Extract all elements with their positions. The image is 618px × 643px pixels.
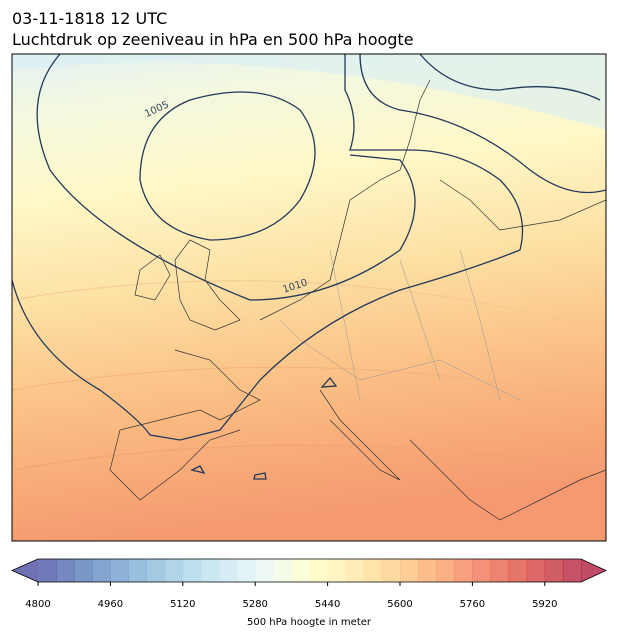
colorbar-label: 500 hPa hoogte in meter <box>247 617 372 628</box>
colorbar: 4800 4960 5120 5280 5440 5600 5760 5920 <box>11 558 607 610</box>
colorbar-band <box>381 559 401 582</box>
colorbar-band <box>128 559 148 582</box>
colorbar-extend-low <box>12 559 38 582</box>
colorbar-band <box>273 559 292 582</box>
colorbar-tick-label: 5440 <box>315 599 340 610</box>
colorbar-tick-label: 4960 <box>98 599 123 610</box>
colorbar-band <box>508 559 528 582</box>
colorbar-band <box>146 559 166 582</box>
colorbar-tick-label: 5120 <box>170 599 195 610</box>
colorbar-band <box>418 559 437 582</box>
colorbar-band <box>237 559 256 582</box>
colorbar-band <box>255 559 274 582</box>
colorbar-band <box>56 559 75 582</box>
colorbar-band <box>219 559 238 582</box>
colorbar-tick-label: 4800 <box>25 599 50 610</box>
map: 1005 1010 <box>12 54 606 541</box>
colorbar-band <box>327 559 347 582</box>
map-frame <box>11 53 607 542</box>
colorbar-band <box>182 559 202 582</box>
map-subtitle: Luchtdruk op zeeniveau in hPa en 500 hPa… <box>12 30 414 49</box>
colorbar-outline <box>11 558 607 583</box>
colorbar-band <box>400 559 419 582</box>
colorbar-band <box>526 559 546 582</box>
colorbar-band <box>38 559 57 582</box>
colorbar-band <box>472 559 491 582</box>
colorbar-tick-label: 5280 <box>242 599 267 610</box>
colorbar-extend-high <box>581 559 606 582</box>
colorbar-band <box>200 559 220 582</box>
colorbar-band <box>74 559 93 582</box>
colorbar-band <box>164 559 184 582</box>
colorbar-band <box>110 559 129 582</box>
colorbar-tick-label: 5760 <box>460 599 485 610</box>
colorbar-band <box>92 559 111 582</box>
colorbar-band <box>291 559 310 582</box>
colorbar-band <box>454 559 473 582</box>
colorbar-tick-label: 5920 <box>532 599 557 610</box>
colorbar-band <box>309 559 329 582</box>
map-title: 03-11-1818 12 UTC <box>12 9 167 28</box>
colorbar-band <box>562 559 582 582</box>
colorbar-tick-label: 5600 <box>387 599 412 610</box>
colorbar-band <box>345 559 365 582</box>
colorbar-band <box>436 559 455 582</box>
colorbar-band <box>544 559 564 582</box>
colorbar-band <box>363 559 383 582</box>
colorbar-band <box>490 559 510 582</box>
